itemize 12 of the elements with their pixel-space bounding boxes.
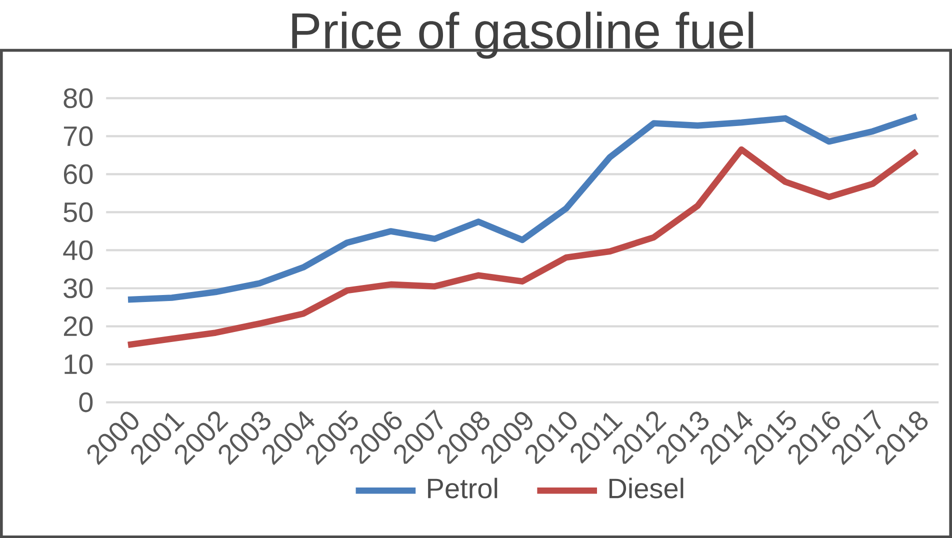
y-tick-label: 60 xyxy=(64,164,93,184)
y-tick-label: 20 xyxy=(64,316,93,336)
legend-label: Petrol xyxy=(428,478,498,498)
chart-title: Price of gasoline fuel xyxy=(292,12,754,59)
y-tick-label: 0 xyxy=(79,392,93,412)
y-tick-label: 70 xyxy=(64,126,93,146)
y-tick-label: 50 xyxy=(64,202,93,222)
legend-label: Diesel xyxy=(609,478,684,498)
y-tick-label: 30 xyxy=(64,278,93,298)
y-tick-label: 40 xyxy=(63,240,93,260)
y-tick-label: 80 xyxy=(64,88,93,108)
y-tick-label: 10 xyxy=(64,354,93,374)
